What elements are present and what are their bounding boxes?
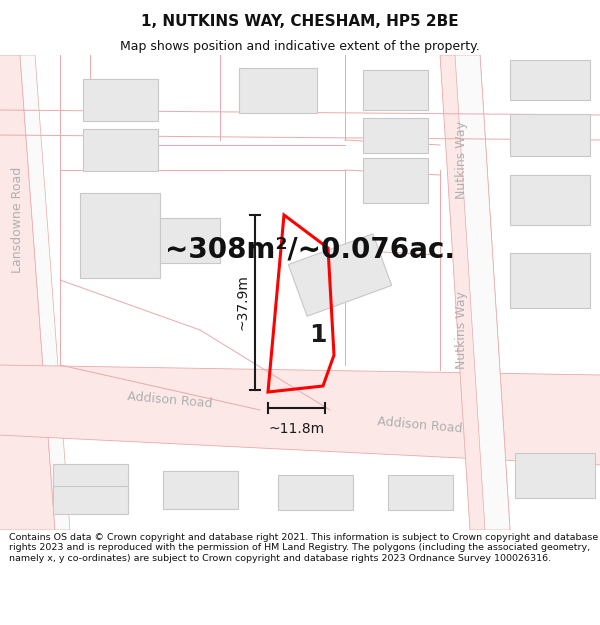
Text: 1: 1 bbox=[309, 323, 327, 347]
Text: Contains OS data © Crown copyright and database right 2021. This information is : Contains OS data © Crown copyright and d… bbox=[9, 533, 598, 562]
Bar bbox=[53, 464, 128, 506]
Bar bbox=[510, 114, 590, 156]
Bar bbox=[289, 234, 392, 316]
Text: 1, NUTKINS WAY, CHESHAM, HP5 2BE: 1, NUTKINS WAY, CHESHAM, HP5 2BE bbox=[141, 14, 459, 29]
Text: Nutkins Way: Nutkins Way bbox=[455, 121, 469, 199]
Bar bbox=[362, 118, 427, 152]
Text: Addison Road: Addison Road bbox=[127, 390, 213, 410]
Polygon shape bbox=[20, 55, 70, 530]
Text: ~37.9m: ~37.9m bbox=[235, 274, 249, 331]
Bar bbox=[163, 471, 238, 509]
Text: Lansdowne Road: Lansdowne Road bbox=[11, 167, 25, 273]
Polygon shape bbox=[455, 55, 510, 530]
Bar bbox=[362, 158, 427, 202]
Bar bbox=[160, 217, 220, 262]
Bar bbox=[388, 474, 452, 509]
Bar bbox=[510, 60, 590, 100]
Bar bbox=[80, 192, 160, 278]
Bar bbox=[277, 474, 353, 509]
Bar bbox=[510, 253, 590, 308]
Bar bbox=[362, 70, 427, 110]
Text: ~308m²/~0.076ac.: ~308m²/~0.076ac. bbox=[165, 236, 455, 264]
Bar bbox=[83, 129, 157, 171]
Text: ~11.8m: ~11.8m bbox=[268, 422, 325, 436]
Bar bbox=[510, 175, 590, 225]
Polygon shape bbox=[0, 55, 55, 530]
Text: Map shows position and indicative extent of the property.: Map shows position and indicative extent… bbox=[120, 39, 480, 52]
Bar bbox=[239, 68, 317, 112]
Text: Addison Road: Addison Road bbox=[377, 415, 463, 435]
Text: Nutkins Way: Nutkins Way bbox=[455, 291, 469, 369]
Polygon shape bbox=[440, 55, 510, 530]
Polygon shape bbox=[0, 365, 600, 465]
Bar bbox=[515, 452, 595, 498]
Bar bbox=[53, 486, 128, 514]
Bar bbox=[83, 79, 157, 121]
